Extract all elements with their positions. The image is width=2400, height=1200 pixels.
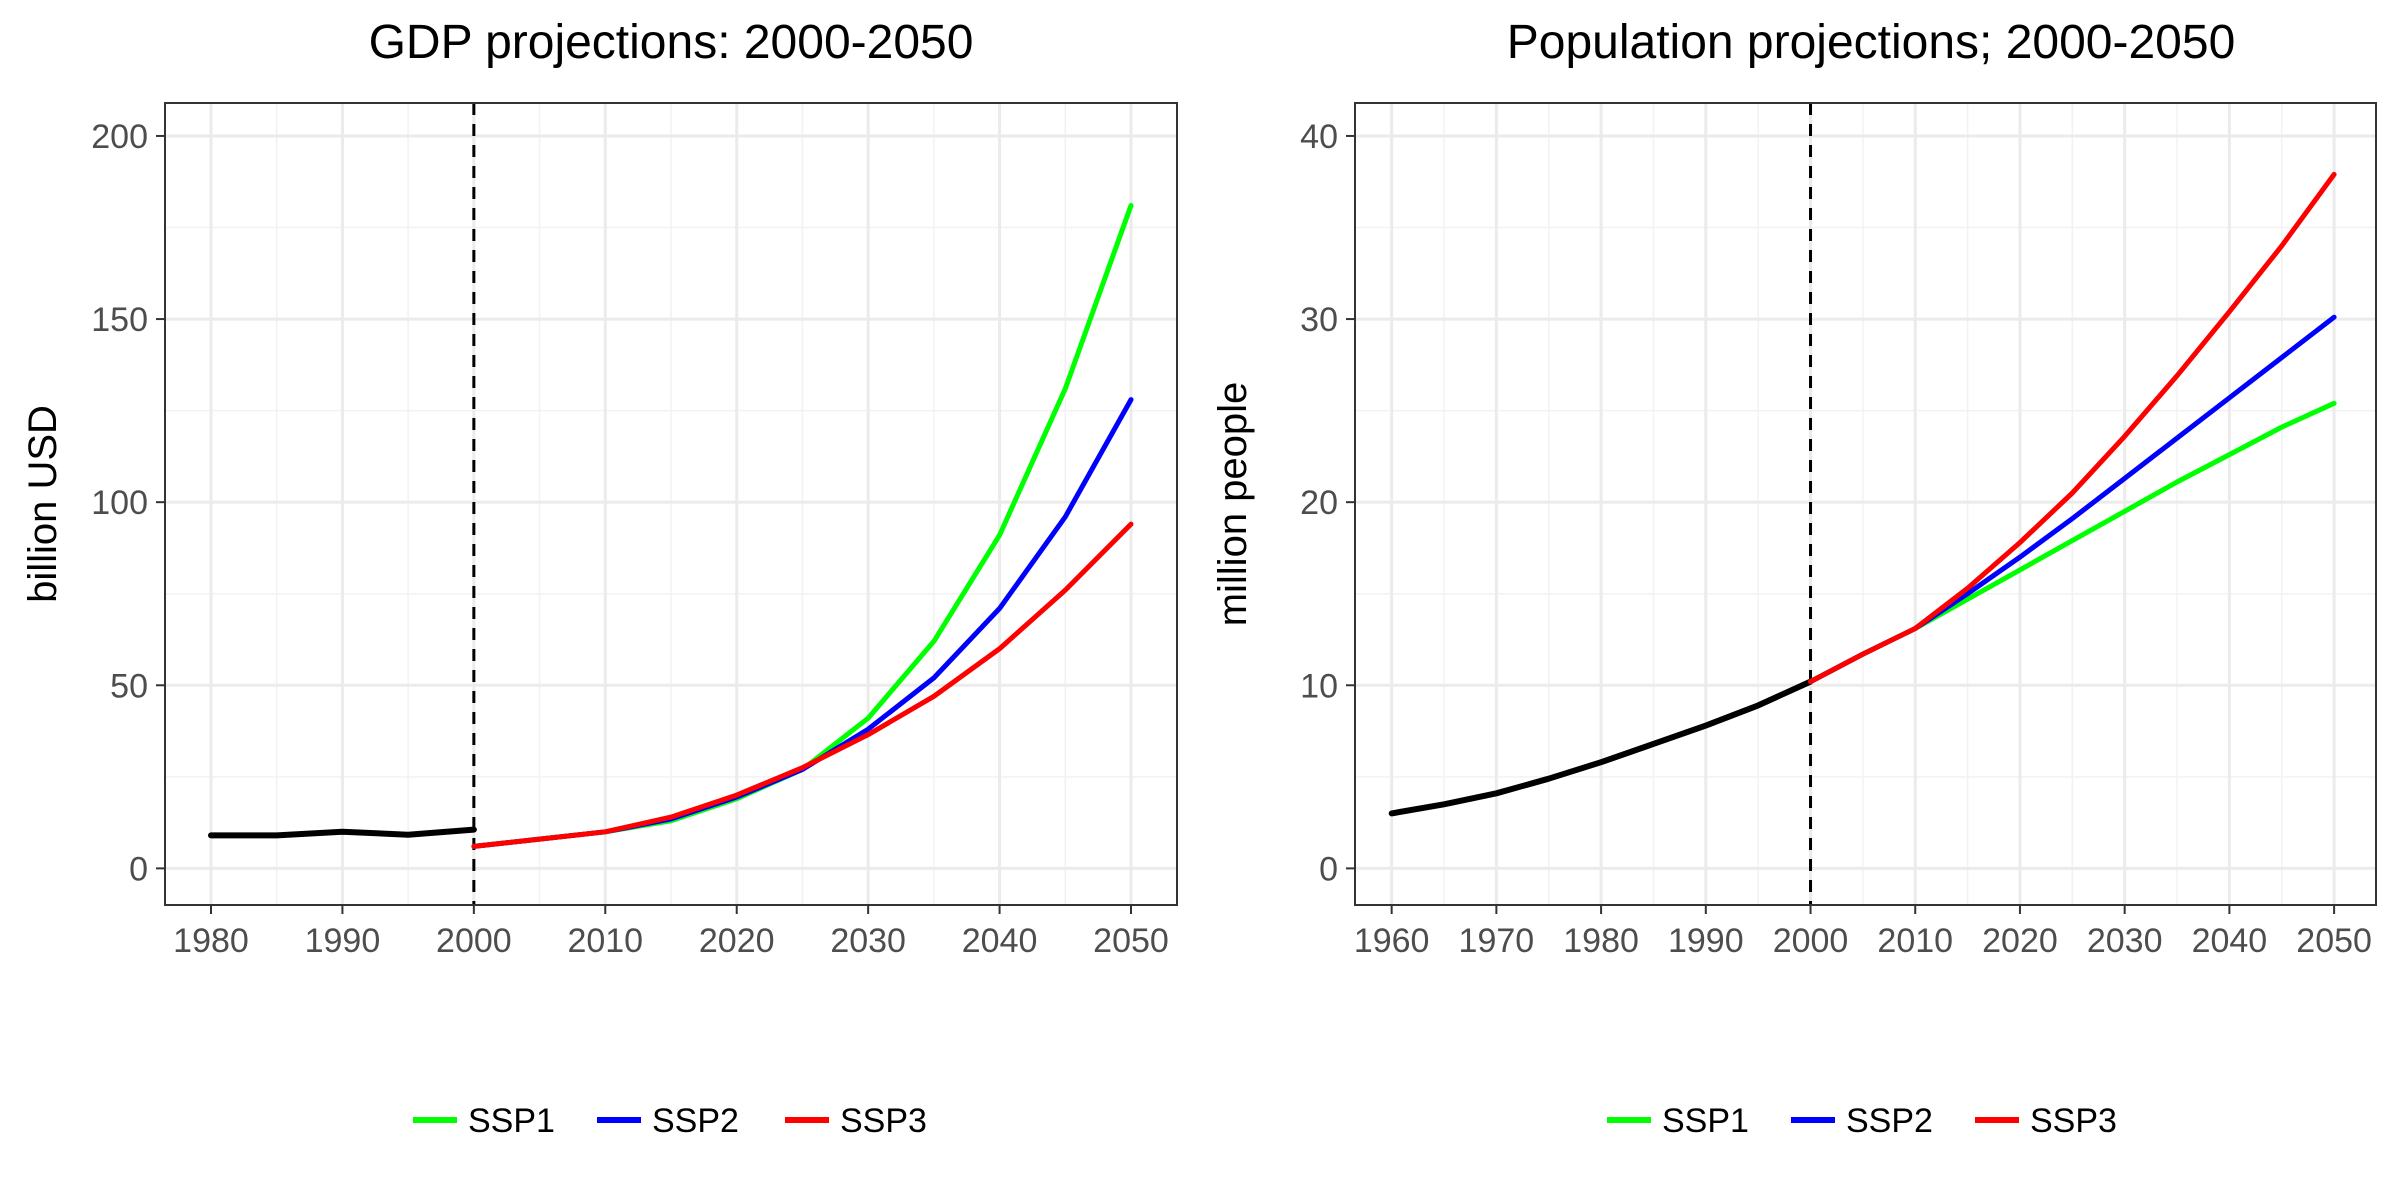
gdp-legend-label-ssp3: SSP3 [840,1102,927,1140]
population-plot-background [1355,103,2376,905]
population-x-tick-label: 2010 [1877,922,1953,960]
gdp-x-tick-label: 2050 [1093,922,1169,960]
population-legend-label-ssp3: SSP3 [2030,1102,2117,1140]
population-x-tick-label: 2020 [1982,922,2058,960]
population-x-tick-label: 2000 [1773,922,1849,960]
population-x-tick-label: 1990 [1668,922,1744,960]
population-x-tick-label: 2050 [2296,922,2372,960]
gdp-plot-border [164,102,1178,906]
population-panel: Population projections; 2000-2050 010203… [1211,16,2377,1140]
population-y-axis-title: million people [1211,382,1255,627]
gdp-y-axis-title: billion USD [21,405,65,603]
gdp-panel: GDP projections: 2000-2050 050100150200 … [21,16,1178,1140]
population-y-tick-labels: 0 10 20 30 40 [1300,118,1338,888]
gdp-legend-label-ssp1: SSP1 [468,1102,555,1140]
gdp-y-tick-label: 100 [91,484,148,522]
gdp-y-tick-label: 50 [110,667,148,705]
gdp-y-tick-labels: 0 50 100 150 200 [91,118,148,888]
population-y-tick-label: 40 [1300,118,1338,156]
population-x-tick-label: 1960 [1354,922,1430,960]
population-x-tick-label: 2030 [2087,922,2163,960]
population-x-tick-label: 1980 [1563,922,1639,960]
gdp-x-tick-label: 2010 [567,922,643,960]
gdp-x-tick-labels: 1980 1990 2000 2010 2020 2030 2040 2050 [173,922,1169,960]
population-y-tick-label: 10 [1300,667,1338,705]
population-x-tick-label: 2040 [2192,922,2268,960]
gdp-x-tick-label: 2000 [436,922,512,960]
population-tick-marks [1346,134,2336,914]
gdp-series-line-ssp3 [471,521,1134,849]
population-y-tick-label: 0 [1319,850,1338,888]
population-x-tick-labels: 1960 1970 1980 1990 2000 2010 2020 2030 2040 2050 [1354,922,2372,960]
gdp-chart-title: GDP projections: 2000-2050 [369,16,974,69]
population-historical-line [1388,678,1814,817]
gdp-y-tick-label: 200 [91,118,148,156]
population-x-tick-label: 1970 [1459,922,1535,960]
population-y-tick-label: 20 [1300,484,1338,522]
population-series-line-ssp3 [1808,171,2337,685]
gdp-x-tick-label: 2030 [830,922,906,960]
population-series-lines [1388,171,2337,817]
gdp-y-tick-label: 150 [91,301,148,339]
population-legend-label-ssp1: SSP1 [1662,1102,1749,1140]
gdp-x-tick-label: 2040 [962,922,1038,960]
population-gridlines [1355,103,2376,905]
gdp-tick-marks [156,134,1132,914]
gdp-x-tick-label: 1980 [173,922,249,960]
population-legend: SSP1 SSP2 SSP3 [1607,1102,2117,1140]
population-chart-title: Population projections; 2000-2050 [1507,16,2236,69]
population-y-tick-label: 30 [1300,301,1338,339]
gdp-y-tick-label: 0 [129,850,148,888]
gdp-legend-label-ssp2: SSP2 [652,1102,739,1140]
population-plot-border [1354,102,2377,906]
gdp-series-lines [208,203,1134,849]
gdp-legend: SSP1 SSP2 SSP3 [413,1102,927,1140]
gdp-x-tick-label: 1990 [305,922,381,960]
gdp-x-tick-label: 2020 [699,922,775,960]
gdp-historical-line [208,826,477,839]
population-legend-label-ssp2: SSP2 [1846,1102,1933,1140]
